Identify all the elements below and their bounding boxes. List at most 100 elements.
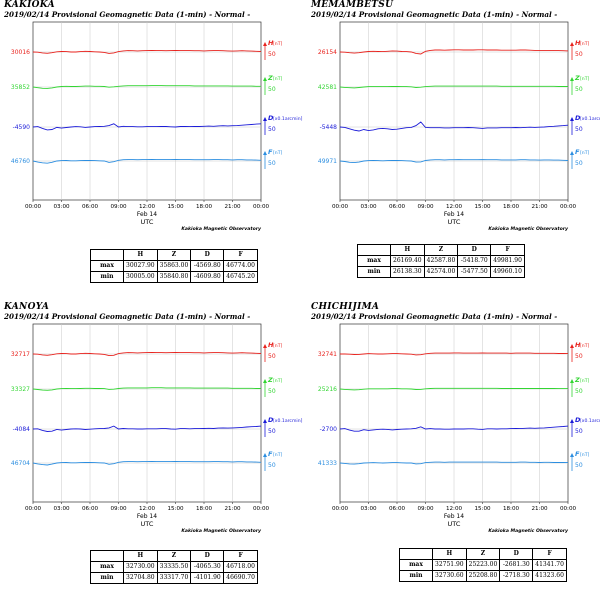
cell-max-z: 25223.00	[465, 559, 501, 571]
baseline-value-label: -4084	[13, 426, 31, 433]
date-label: Feb 14	[444, 211, 464, 218]
observatory-label: Kakioka Magnetic Observatory	[488, 226, 569, 232]
x-axis-label: UTC	[448, 520, 461, 528]
cell-max-h: 32730.00	[123, 561, 158, 573]
x-tick-label: 03:00	[360, 204, 377, 210]
stats-table: H Z D F max 32730.00 33335.50 -4065.30 4…	[90, 550, 258, 584]
col-header-z: Z	[156, 550, 192, 562]
chart-subtitle: 2019/02/14 Provisional Geomagnetic Data …	[311, 10, 558, 19]
scale-arrow-icon	[570, 379, 574, 383]
cell-max-h: 30027.90	[123, 260, 158, 272]
baseline-value-label: -4590	[13, 124, 31, 131]
stats-table: H Z D F max 26169.40 42587.80 -5418.70 4…	[357, 244, 525, 278]
component-label: F	[268, 148, 273, 156]
x-tick-label: 15:00	[474, 204, 491, 210]
baseline-value-label: 42581	[318, 84, 337, 91]
date-label: Feb 14	[137, 513, 157, 520]
unit-label: [nT]	[580, 41, 590, 47]
cell-min-d: -4101.90	[190, 572, 225, 584]
component-label: H	[575, 341, 581, 349]
scale-value-label: 50	[268, 428, 276, 435]
col-header-z: Z	[465, 548, 501, 560]
col-header-d: D	[457, 244, 492, 256]
component-label: D	[575, 416, 581, 424]
cell-min-d: -5477.50	[457, 266, 492, 278]
x-axis-label: UTC	[141, 520, 154, 528]
x-tick-label: 15:00	[167, 506, 184, 512]
cell-min-f: 41323.60	[532, 570, 567, 582]
row-label-min: min	[357, 266, 391, 278]
baseline-value-label: 32717	[11, 351, 30, 358]
series-line-d	[339, 121, 569, 132]
unit-label: [x0.1arcmin]	[273, 418, 303, 424]
unit-label: [nT]	[273, 76, 283, 82]
col-header-f: F	[223, 249, 258, 261]
unit-label: [x0.1arcmin]	[580, 116, 600, 122]
table-corner	[357, 244, 391, 256]
x-tick-label: 00:00	[25, 204, 42, 210]
component-label: H	[268, 341, 274, 349]
unit-label: [nT]	[580, 150, 590, 156]
x-tick-label: 06:00	[389, 506, 406, 512]
baseline-value-label: 32741	[318, 351, 337, 358]
cell-max-f: 46718.00	[223, 561, 258, 573]
station-title: KANOYA	[4, 302, 50, 312]
component-label: Z	[267, 74, 273, 82]
x-tick-label: 09:00	[110, 506, 127, 512]
cell-min-z: 25208.80	[465, 570, 501, 582]
component-label: H	[268, 39, 274, 47]
stats-table: H Z D F max 32751.90 25223.00 -2681.30 4…	[399, 548, 567, 582]
station-title: CHICHIJIMA	[311, 302, 380, 312]
series-line-d	[32, 123, 262, 131]
series-line-h	[32, 49, 262, 54]
cell-min-h: 30005.00	[123, 271, 158, 283]
scale-arrow-icon	[263, 344, 267, 348]
row-label-min: min	[90, 271, 124, 283]
row-label-max: max	[90, 260, 124, 272]
date-label: Feb 14	[137, 211, 157, 218]
x-tick-label: 12:00	[446, 204, 463, 210]
scale-arrow-icon	[570, 77, 574, 81]
x-tick-label: 03:00	[360, 506, 377, 512]
cell-min-f: 46745.20	[223, 271, 258, 283]
component-label: Z	[574, 74, 580, 82]
x-tick-label: 06:00	[82, 204, 99, 210]
baseline-value-label: -5448	[320, 124, 338, 131]
magnetogram-chart: 00:00 03:00 06:00 09:00 12:00 15:00 18:00 21:00…	[318, 323, 600, 534]
series-line-h	[32, 351, 262, 357]
cell-min-d: -2718.30	[499, 570, 534, 582]
scale-value-label: 50	[268, 388, 276, 395]
col-header-f: F	[223, 550, 258, 562]
panel-kanoya: KANOYA 2019/02/14 Provisional Geomagneti…	[0, 302, 303, 596]
baseline-value-label: -2700	[320, 426, 338, 433]
x-tick-label: 12:00	[446, 506, 463, 512]
x-tick-label: 18:00	[503, 506, 520, 512]
component-label: F	[268, 450, 273, 458]
unit-label: [nT]	[580, 76, 590, 82]
table-corner	[90, 550, 124, 562]
cell-max-f: 46774.00	[223, 260, 258, 272]
x-tick-label: 21:00	[224, 506, 241, 512]
x-tick-label: 21:00	[531, 204, 548, 210]
cell-max-z: 42587.80	[423, 255, 459, 267]
scale-arrow-icon	[570, 344, 574, 348]
panel-kakioka: KAKIOKA 2019/02/14 Provisional Geomagnet…	[0, 0, 303, 294]
cell-max-z: 35863.00	[156, 260, 192, 272]
x-tick-label: 06:00	[389, 204, 406, 210]
magnetogram-chart: 00:00 03:00 06:00 09:00 12:00 15:00 18:00 21:00…	[11, 323, 303, 534]
x-tick-label: 00:00	[253, 506, 270, 512]
scale-value-label: 50	[268, 86, 276, 93]
scale-arrow-icon	[263, 379, 267, 383]
station-title: MEMAMBETSU	[311, 0, 394, 10]
baseline-value-label: 35852	[11, 84, 30, 91]
col-header-d: D	[499, 548, 534, 560]
table-corner	[90, 249, 124, 261]
station-title: KAKIOKA	[4, 0, 55, 10]
chart-subtitle: 2019/02/14 Provisional Geomagnetic Data …	[4, 312, 251, 321]
cell-max-f: 49981.90	[490, 255, 525, 267]
cell-max-d: -2681.30	[499, 559, 534, 571]
x-tick-label: 12:00	[139, 506, 156, 512]
unit-label: [nT]	[273, 41, 283, 47]
observatory-label: Kakioka Magnetic Observatory	[488, 528, 569, 534]
col-header-h: H	[123, 550, 158, 562]
